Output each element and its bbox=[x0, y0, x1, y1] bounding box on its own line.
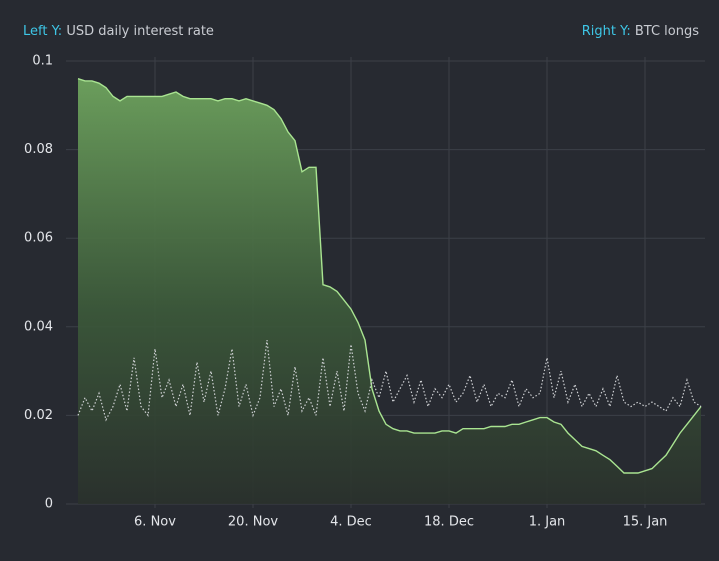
dotted-line bbox=[77, 340, 702, 422]
x-tick-label: 4. Dec bbox=[330, 515, 372, 530]
y-tick-label: 0.06 bbox=[24, 231, 53, 246]
right-axis-series: BTC longs bbox=[635, 24, 699, 39]
area-fill bbox=[78, 78, 701, 504]
x-tick-label: 20. Nov bbox=[228, 515, 278, 530]
right-axis-tag: Right Y: bbox=[582, 24, 631, 39]
left-axis-caption: Left Y: USD daily interest rate bbox=[23, 24, 214, 39]
y-tick-label: 0 bbox=[45, 497, 53, 512]
y-tick-label: 0.1 bbox=[32, 54, 53, 69]
right-axis-caption: Right Y: BTC longs bbox=[582, 24, 699, 39]
x-tick-label: 15. Jan bbox=[623, 515, 668, 530]
series-line bbox=[77, 78, 702, 474]
y-tick-label: 0.02 bbox=[24, 408, 53, 423]
y-tick-label: 0.08 bbox=[24, 142, 53, 157]
left-axis-tag: Left Y: bbox=[23, 24, 62, 39]
x-tick-label: 18. Dec bbox=[424, 515, 474, 530]
left-axis-series: USD daily interest rate bbox=[66, 24, 214, 39]
plot bbox=[77, 78, 702, 504]
y-tick-label: 0.04 bbox=[24, 319, 53, 334]
x-tick-label: 1. Jan bbox=[529, 515, 566, 530]
x-tick-label: 6. Nov bbox=[134, 515, 176, 530]
